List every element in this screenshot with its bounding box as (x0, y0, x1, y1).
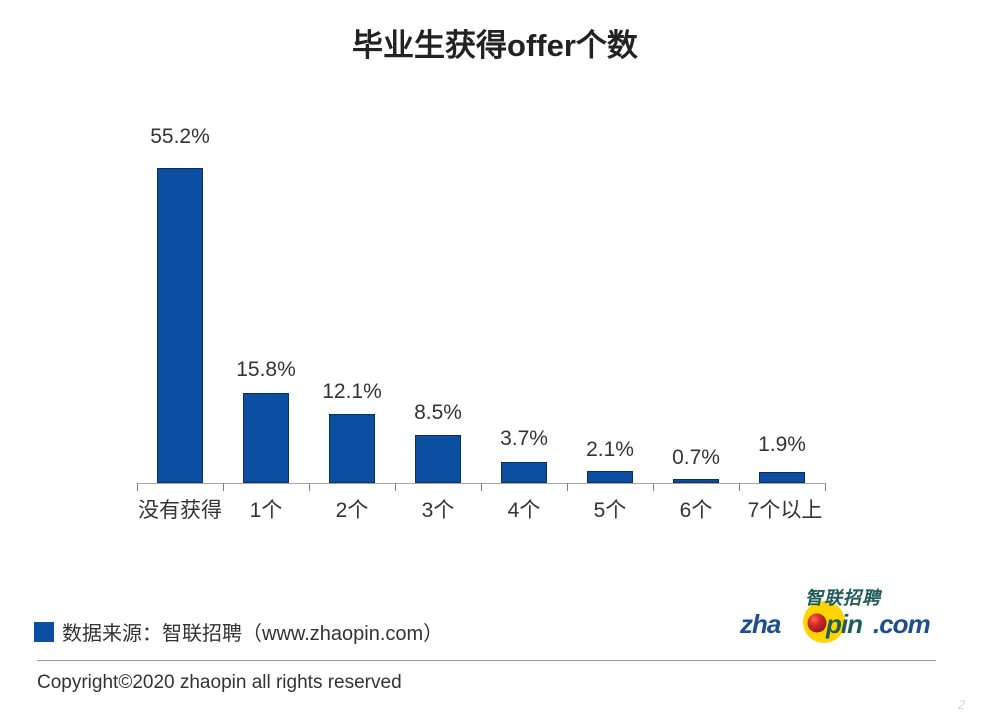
svg-text:智联招聘: 智联招聘 (805, 588, 883, 608)
svg-text:zha: zha (740, 609, 781, 639)
svg-text:pin: pin (825, 609, 862, 639)
svg-text:.com: .com (873, 609, 931, 639)
